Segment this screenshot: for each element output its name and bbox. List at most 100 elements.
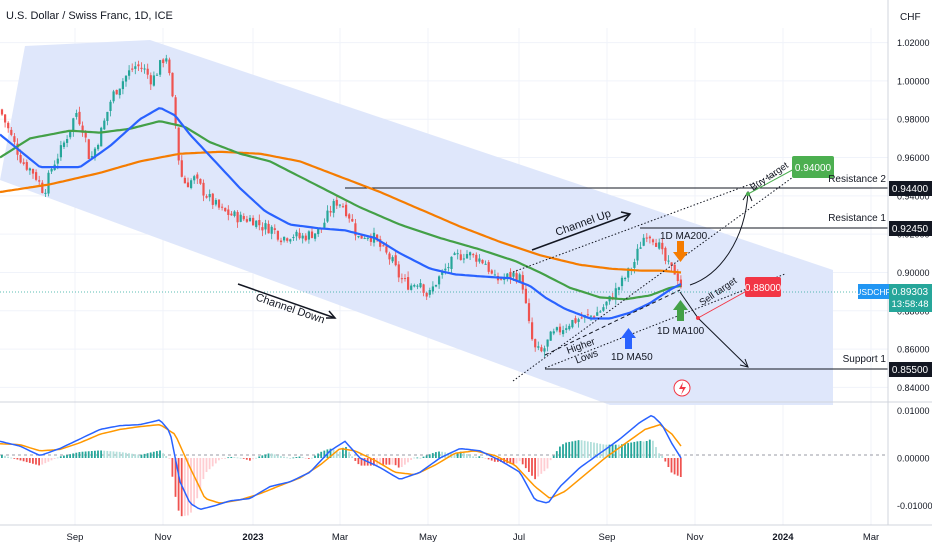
candle-body (214, 200, 217, 205)
buy-target-badge-box (792, 156, 834, 178)
price-tick-label: 0.98000 (897, 115, 930, 125)
candle-body (168, 59, 171, 74)
candle-body (159, 60, 162, 75)
macd-histogram-bar (394, 458, 397, 466)
candle-body (245, 219, 248, 222)
candle-body (655, 242, 658, 247)
candle-body (484, 263, 487, 265)
time-tick-label: 2023 (242, 532, 263, 543)
macd-histogram-bar (270, 453, 273, 458)
candle-body (10, 129, 13, 135)
candle-body (103, 120, 106, 130)
channel-down-arrow (237, 283, 336, 319)
macd-histogram-bar (59, 456, 62, 458)
macd-histogram-bar (593, 442, 595, 458)
macd-histogram-bar (633, 441, 636, 458)
countdown-value: 13:58:48 (892, 299, 929, 310)
macd-histogram-bar (481, 457, 484, 458)
candle-body (35, 172, 38, 180)
macd-histogram-bar (630, 442, 633, 458)
macd-histogram-bar (171, 458, 174, 477)
macd-histogram-bar (373, 458, 375, 466)
candle-body (394, 255, 397, 266)
candle-body (627, 268, 630, 278)
candle-body (345, 204, 348, 217)
buy-target-badge: 0.94000 (792, 156, 834, 178)
macd-histogram-bar (258, 456, 261, 458)
macd-histogram-bar (447, 452, 450, 458)
candle-body (93, 148, 97, 158)
candle-body (425, 292, 428, 297)
macd-histogram-bar (90, 450, 93, 458)
candle-body (97, 145, 100, 150)
candle-body (388, 253, 391, 260)
candle-body (416, 285, 419, 287)
macd-histogram-bar (13, 458, 16, 459)
time-tick-label: Mar (332, 532, 348, 543)
candle-body (69, 130, 72, 138)
macd-histogram-bar (490, 458, 493, 461)
macd-histogram-bar (320, 451, 323, 458)
candle-body (242, 216, 245, 220)
candle-body (140, 67, 143, 69)
macd-histogram-bar (81, 451, 84, 458)
candle-body (332, 201, 335, 213)
candle-body (676, 273, 679, 282)
macd-histogram-bar (627, 443, 629, 458)
macd-histogram-bar (205, 458, 208, 473)
candle-body (19, 154, 22, 163)
candle-body (199, 178, 202, 184)
macd-histogram-bar (565, 442, 567, 458)
channel-down-arrowhead (326, 310, 337, 319)
resistance-1-price-tag: 0.92450 (889, 221, 932, 236)
macd-histogram-bar (218, 458, 220, 461)
candle-body (568, 325, 571, 330)
macd-histogram-bar (416, 457, 419, 459)
macd-histogram-bar (292, 457, 295, 459)
candle-body (481, 259, 484, 264)
candle-body (413, 285, 416, 287)
candle-body (0, 109, 4, 115)
candle-body (546, 339, 549, 347)
candle-body (593, 316, 596, 318)
macd-histogram-bar (590, 442, 592, 458)
macd-histogram-bar (56, 457, 59, 459)
macd-histogram-bar (115, 451, 118, 458)
macd-histogram-bar (534, 458, 536, 480)
macd-histogram-bar (661, 455, 664, 458)
candle-body (128, 70, 131, 76)
macd-histogram-bar (608, 444, 611, 458)
macd-histogram-bar (425, 455, 428, 458)
macd-histogram-bar (137, 454, 140, 458)
candle-body (531, 322, 534, 340)
last-price-value: 0.89303 (892, 287, 929, 298)
candle-body (614, 288, 617, 300)
macd-histogram-bar (670, 458, 673, 473)
time-tick-label: Jul (513, 532, 525, 543)
candle-body (66, 139, 69, 143)
macd-histogram-bar (580, 440, 583, 458)
candle-body (81, 125, 84, 133)
macd-histogram-bar (379, 458, 381, 465)
sell-target-connector (697, 287, 753, 319)
candle-body (137, 64, 140, 67)
candle-body (208, 194, 211, 198)
price-tick-label: 0.84000 (897, 383, 930, 393)
candle-body (112, 91, 115, 102)
channel-up-upper-dotted (512, 173, 779, 273)
candle-body (661, 242, 664, 250)
macd-histogram-bar (146, 453, 149, 458)
candle-body (283, 236, 286, 241)
macd-histogram-bar (131, 453, 133, 458)
candle-body (379, 239, 382, 247)
macd-histogram-bar (10, 457, 13, 459)
ma100-label: 1D MA100 (657, 326, 705, 337)
macd-histogram-bar (196, 458, 199, 499)
support-1-price: 0.85500 (892, 365, 929, 376)
event-marker[interactable] (673, 379, 691, 397)
candle-body (115, 89, 118, 95)
candle-body (540, 347, 543, 352)
macd-histogram-bar (552, 455, 555, 458)
macd-histogram-bar (459, 451, 462, 458)
